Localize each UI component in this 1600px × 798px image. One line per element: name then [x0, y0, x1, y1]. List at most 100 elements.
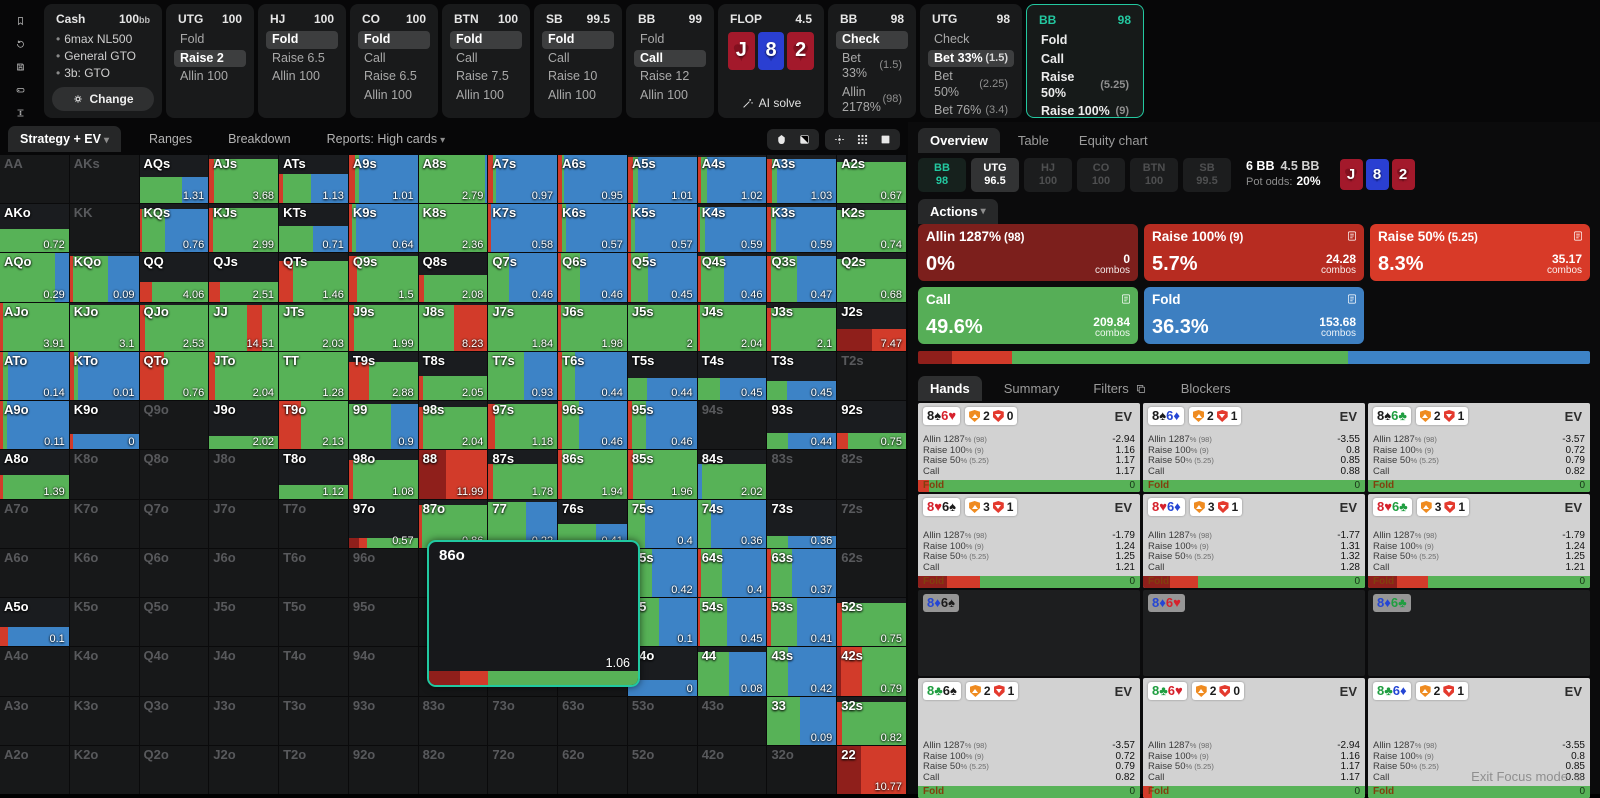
cell-A3o[interactable]: A3o [0, 696, 69, 745]
tab-summary[interactable]: Summary [1003, 381, 1060, 396]
cell-T3o[interactable]: T3o [279, 696, 348, 745]
action-item-allin-100[interactable]: Allin 100 [456, 87, 504, 102]
cell-53o[interactable]: 53o [627, 696, 697, 745]
cell-98o[interactable]: 98o 1.08 [348, 450, 418, 499]
cell-KQs[interactable]: KQs 0.76 [139, 204, 209, 253]
action-item-allin-100[interactable]: Allin 100 [364, 87, 412, 102]
cell-88[interactable]: 88 11.99 [418, 450, 488, 499]
cell-K5s[interactable]: K5s 0.57 [627, 204, 697, 253]
bookmark-icon[interactable] [12, 16, 29, 26]
cell-72s[interactable]: 72s [837, 499, 906, 548]
cell-ATo[interactable]: ATo 0.14 [0, 351, 69, 401]
combo-card-8d6s[interactable]: 8♦ 6♠ [918, 590, 1140, 676]
strip-position-btn[interactable]: BTN 100 [1130, 157, 1178, 192]
cell-K9s[interactable]: K9s 0.64 [348, 204, 418, 253]
cell-53s[interactable]: 53s 0.41 [767, 598, 837, 647]
cell-84s[interactable]: 84s 2.02 [697, 450, 767, 499]
action-box-raise-100-[interactable]: Raise 100% (9) 5.7% 24.28 combos [1144, 224, 1364, 281]
save-icon[interactable] [12, 62, 29, 72]
cell-Q4o[interactable]: Q4o [139, 647, 209, 696]
combo-card-8h6d[interactable]: 8♥ 6♦ 3 1 EV Allin 1287% (98) -1.77 Raise 100% … [1143, 494, 1365, 588]
cell-J9s[interactable]: J9s 1.99 [348, 302, 418, 351]
cell-A5s[interactable]: A5s 1.01 [627, 155, 697, 204]
change-button[interactable]: Change [52, 87, 154, 111]
cell-KQo[interactable]: KQo 0.09 [69, 253, 139, 302]
cell-63o[interactable]: 63o [558, 696, 627, 745]
gamepad-icon[interactable] [12, 85, 29, 95]
cell-AKs[interactable]: AKs [69, 155, 139, 204]
combo-card-8d6h[interactable]: 8♦ 6♥ [1143, 590, 1365, 676]
action-item-fold[interactable]: Fold [1041, 33, 1068, 47]
cell-74s[interactable]: 74s 0.36 [697, 499, 767, 548]
combo-card-8s6d[interactable]: 8♠ 6♦ 2 1 EV Allin 1287% (98) -3.55 Raise 100% … [1143, 403, 1365, 492]
cell-AKo[interactable]: AKo 0.72 [0, 204, 69, 253]
cell-J5o[interactable]: J5o [209, 598, 279, 647]
cell-99[interactable]: 99 0.9 [348, 401, 418, 450]
action-item-allin-100[interactable]: Allin 100 [180, 69, 228, 83]
cell-T6o[interactable]: T6o [279, 548, 348, 598]
action-item-fold[interactable]: Fold [358, 31, 430, 49]
note-icon[interactable] [1346, 229, 1358, 247]
cell-AJs[interactable]: AJs 3.68 [209, 155, 279, 204]
cell-T8s[interactable]: T8s 2.05 [418, 351, 488, 401]
action-item-call[interactable]: Call [548, 50, 570, 65]
cell-A2o[interactable]: A2o [0, 745, 69, 794]
note-icon[interactable] [1346, 292, 1358, 310]
cell-T4o[interactable]: T4o [279, 647, 348, 696]
cell-A2s[interactable]: A2s 0.67 [837, 155, 906, 204]
cell-95o[interactable]: 95o [348, 598, 418, 647]
cell-A8s[interactable]: A8s 2.79 [418, 155, 488, 204]
cell-K4s[interactable]: K4s 0.59 [697, 204, 767, 253]
cell-52s[interactable]: 52s 0.75 [837, 598, 906, 647]
cell-ATs[interactable]: ATs 1.13 [279, 155, 348, 204]
cell-Q8o[interactable]: Q8o [139, 450, 209, 499]
cell-94o[interactable]: 94o [348, 647, 418, 696]
cell-93o[interactable]: 93o [348, 696, 418, 745]
cell-J3s[interactable]: J3s 2.1 [767, 302, 837, 351]
cell-62o[interactable]: 62o [558, 745, 627, 794]
cell-T8o[interactable]: T8o 1.12 [279, 450, 348, 499]
cell-A9o[interactable]: A9o 0.11 [0, 401, 69, 450]
cell-J2s[interactable]: J2s 7.47 [837, 302, 906, 351]
action-item-raise-6-5[interactable]: Raise 6.5 [272, 50, 325, 65]
cell-87s[interactable]: 87s 1.78 [488, 450, 558, 499]
cell-J5s[interactable]: J5s 2 [627, 302, 697, 351]
cell-A9s[interactable]: A9s 1.01 [348, 155, 418, 204]
cell-T7s[interactable]: T7s 0.93 [488, 351, 558, 401]
action-item-call[interactable]: Call [634, 49, 706, 67]
action-item-raise-10[interactable]: Raise 10 [548, 69, 598, 83]
cell-J8o[interactable]: J8o [209, 450, 279, 499]
cell-95s[interactable]: 95s 0.46 [627, 401, 697, 450]
cell-Q7o[interactable]: Q7o [139, 499, 209, 548]
cell-94s[interactable]: 94s [697, 401, 767, 450]
cell-J4s[interactable]: J4s 2.04 [697, 302, 767, 351]
action-item-raise-100-[interactable]: Raise 100% (9) [1041, 104, 1129, 118]
cell-72o[interactable]: 72o [488, 745, 558, 794]
action-item-fold[interactable]: Fold [180, 32, 205, 46]
cell-T7o[interactable]: T7o [279, 499, 348, 548]
cell-43s[interactable]: 43s 0.42 [767, 647, 837, 696]
action-item-raise-7-5[interactable]: Raise 7.5 [456, 69, 509, 83]
action-item-allin-100[interactable]: Allin 100 [272, 69, 320, 83]
cell-K4o[interactable]: K4o [69, 647, 139, 696]
cell-82o[interactable]: 82o [418, 745, 488, 794]
cell-AA[interactable]: AA [0, 155, 69, 204]
cell-KTs[interactable]: KTs 0.71 [279, 204, 348, 253]
action-item-allin-100[interactable]: Allin 100 [548, 87, 596, 102]
action-item-allin-2178-[interactable]: Allin 2178% (98) [842, 84, 902, 115]
action-item-fold[interactable]: Fold [640, 32, 665, 46]
cell-Q5o[interactable]: Q5o [139, 598, 209, 647]
cell-JTo[interactable]: JTo 2.04 [209, 351, 279, 401]
cell-Q9s[interactable]: Q9s 1.5 [348, 253, 418, 302]
cell-K6s[interactable]: K6s 0.57 [558, 204, 627, 253]
cell-QJs[interactable]: QJs 2.51 [209, 253, 279, 302]
tab-equity-chart[interactable]: Equity chart [1078, 133, 1148, 148]
combo-card-8c6d[interactable]: 8♣ 6♦ 2 1 EV Allin 1287% (98) -3.55 Raise 100% … [1368, 678, 1590, 798]
center-view-icon[interactable] [833, 133, 846, 146]
action-item-raise-12[interactable]: Raise 12 [640, 69, 690, 83]
exit-focus-mode-button[interactable]: Exit Focus mode [1471, 769, 1584, 784]
cell-QJo[interactable]: QJo 2.53 [139, 302, 209, 351]
strip-position-sb[interactable]: SB 99.5 [1183, 157, 1231, 192]
tab-strategy-ev[interactable]: Strategy + EV ▾ [8, 126, 121, 152]
action-item-check[interactable]: Check [836, 31, 908, 49]
